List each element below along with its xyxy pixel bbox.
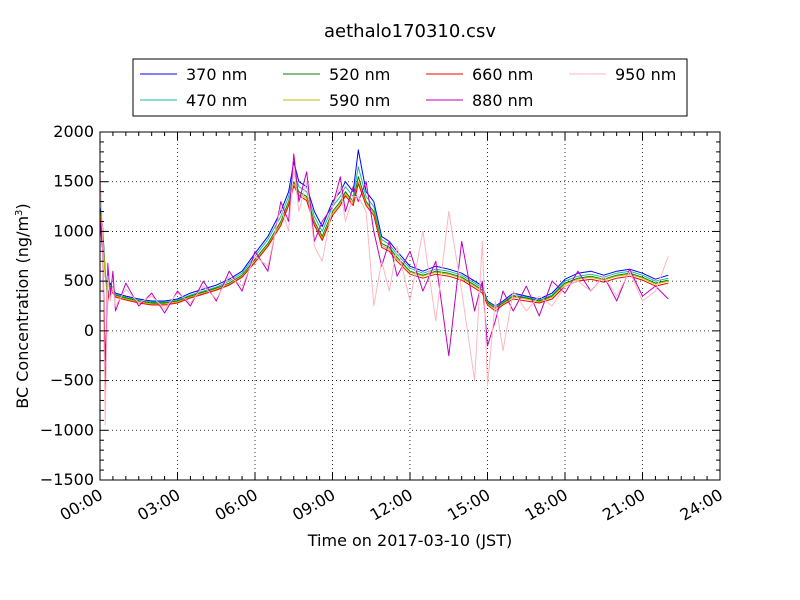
minor-ticks: [100, 132, 720, 480]
grid-lines: [100, 132, 720, 480]
legend-label: 520 nm: [329, 65, 390, 84]
x-tick-label: 06:00: [212, 485, 261, 525]
x-tick-label: 24:00: [677, 485, 726, 525]
plot-background: [100, 132, 720, 480]
y-tick-label: 1500: [53, 172, 94, 191]
x-tick-label: 15:00: [444, 485, 493, 525]
series-line-880-nm: [99, 153, 669, 396]
y-tick-label: 0: [84, 321, 94, 340]
y-tick-labels: −1500 −1000 −500 0 500 1000 1500 2000: [40, 122, 94, 489]
legend-label: 880 nm: [472, 91, 533, 110]
y-tick-label: −500: [50, 371, 94, 390]
y-tick-label: −1000: [40, 420, 94, 439]
y-tick-label: −1500: [40, 470, 94, 489]
legend: 370 nm 470 nm 520 nm 590 nm 660 nm 880 nm 950 …: [132, 58, 688, 117]
y-tick-label: 1000: [53, 221, 94, 240]
chart-title: aethalo170310.csv: [324, 21, 496, 42]
legend-box: [132, 58, 688, 117]
y-tick-label: 2000: [53, 122, 94, 141]
x-tick-label: 09:00: [289, 485, 338, 525]
legend-label: 470 nm: [186, 91, 247, 110]
legend-label: 370 nm: [186, 65, 247, 84]
series-line-370-nm: [99, 149, 669, 307]
legend-label: 590 nm: [329, 91, 390, 110]
x-tick-labels: 00:00 03:00 06:00 09:00 12:00 15:00 18:00 21:00…: [57, 485, 726, 525]
x-tick-label: 00:00: [57, 485, 106, 525]
x-tick-label: 12:00: [367, 485, 416, 525]
x-tick-label: 18:00: [522, 485, 571, 525]
y-tick-label: 500: [63, 271, 94, 290]
y-axis-label-end: ): [13, 203, 32, 209]
plot-area: [99, 131, 721, 481]
y-axis-label-main: BC Concentration (ng/m: [13, 216, 32, 409]
legend-label: 950 nm: [615, 65, 676, 84]
x-axis-label: Time on 2017-03-10 (JST): [307, 531, 512, 550]
y-axis-label-sup: 3: [14, 210, 25, 216]
x-tick-label: 21:00: [599, 485, 648, 525]
legend-label: 660 nm: [472, 65, 533, 84]
series-line-950-nm: [99, 166, 669, 426]
x-tick-label: 03:00: [134, 485, 183, 525]
plot-frame: [99, 131, 721, 481]
y-axis-label: BC Concentration (ng/m3): [13, 203, 32, 408]
series-lines: [99, 149, 669, 426]
